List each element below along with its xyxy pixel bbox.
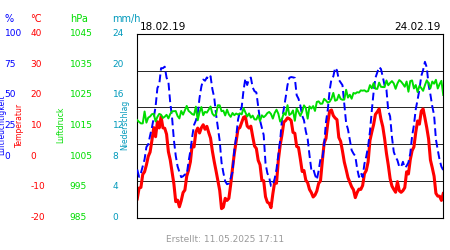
Text: 50: 50: [4, 90, 16, 100]
Text: 1005: 1005: [70, 152, 93, 161]
Text: 0: 0: [4, 152, 10, 161]
Text: %: %: [4, 14, 13, 24]
Text: 20: 20: [31, 90, 42, 100]
Text: hPa: hPa: [70, 14, 88, 24]
Text: °C: °C: [31, 14, 42, 24]
Text: 985: 985: [70, 213, 87, 222]
Text: 995: 995: [70, 182, 87, 191]
Text: 20: 20: [112, 60, 124, 69]
Text: -10: -10: [31, 182, 45, 191]
Text: 8: 8: [112, 152, 118, 161]
Text: Luftdruck: Luftdruck: [56, 107, 65, 143]
Text: -20: -20: [31, 213, 45, 222]
Text: Niederschlag: Niederschlag: [121, 100, 130, 150]
Text: 75: 75: [4, 60, 16, 69]
Text: Luftfeuchtigkeit: Luftfeuchtigkeit: [0, 95, 6, 155]
Text: 1025: 1025: [70, 90, 93, 100]
Text: 24: 24: [112, 29, 124, 38]
Text: Temperatur: Temperatur: [15, 103, 24, 147]
Text: 100: 100: [4, 29, 22, 38]
Text: 1015: 1015: [70, 121, 93, 130]
Text: 24.02.19: 24.02.19: [395, 22, 441, 32]
Text: mm/h: mm/h: [112, 14, 141, 24]
Text: 1045: 1045: [70, 29, 93, 38]
Text: Erstellt: 11.05.2025 17:11: Erstellt: 11.05.2025 17:11: [166, 235, 284, 244]
Text: 0: 0: [31, 152, 36, 161]
Text: 40: 40: [31, 29, 42, 38]
Text: 12: 12: [112, 121, 124, 130]
Text: 0: 0: [112, 213, 118, 222]
Text: 30: 30: [31, 60, 42, 69]
Text: 18.02.19: 18.02.19: [140, 22, 186, 32]
Text: 4: 4: [112, 182, 118, 191]
Text: 16: 16: [112, 90, 124, 100]
Text: 1035: 1035: [70, 60, 93, 69]
Text: 25: 25: [4, 121, 16, 130]
Text: 10: 10: [31, 121, 42, 130]
